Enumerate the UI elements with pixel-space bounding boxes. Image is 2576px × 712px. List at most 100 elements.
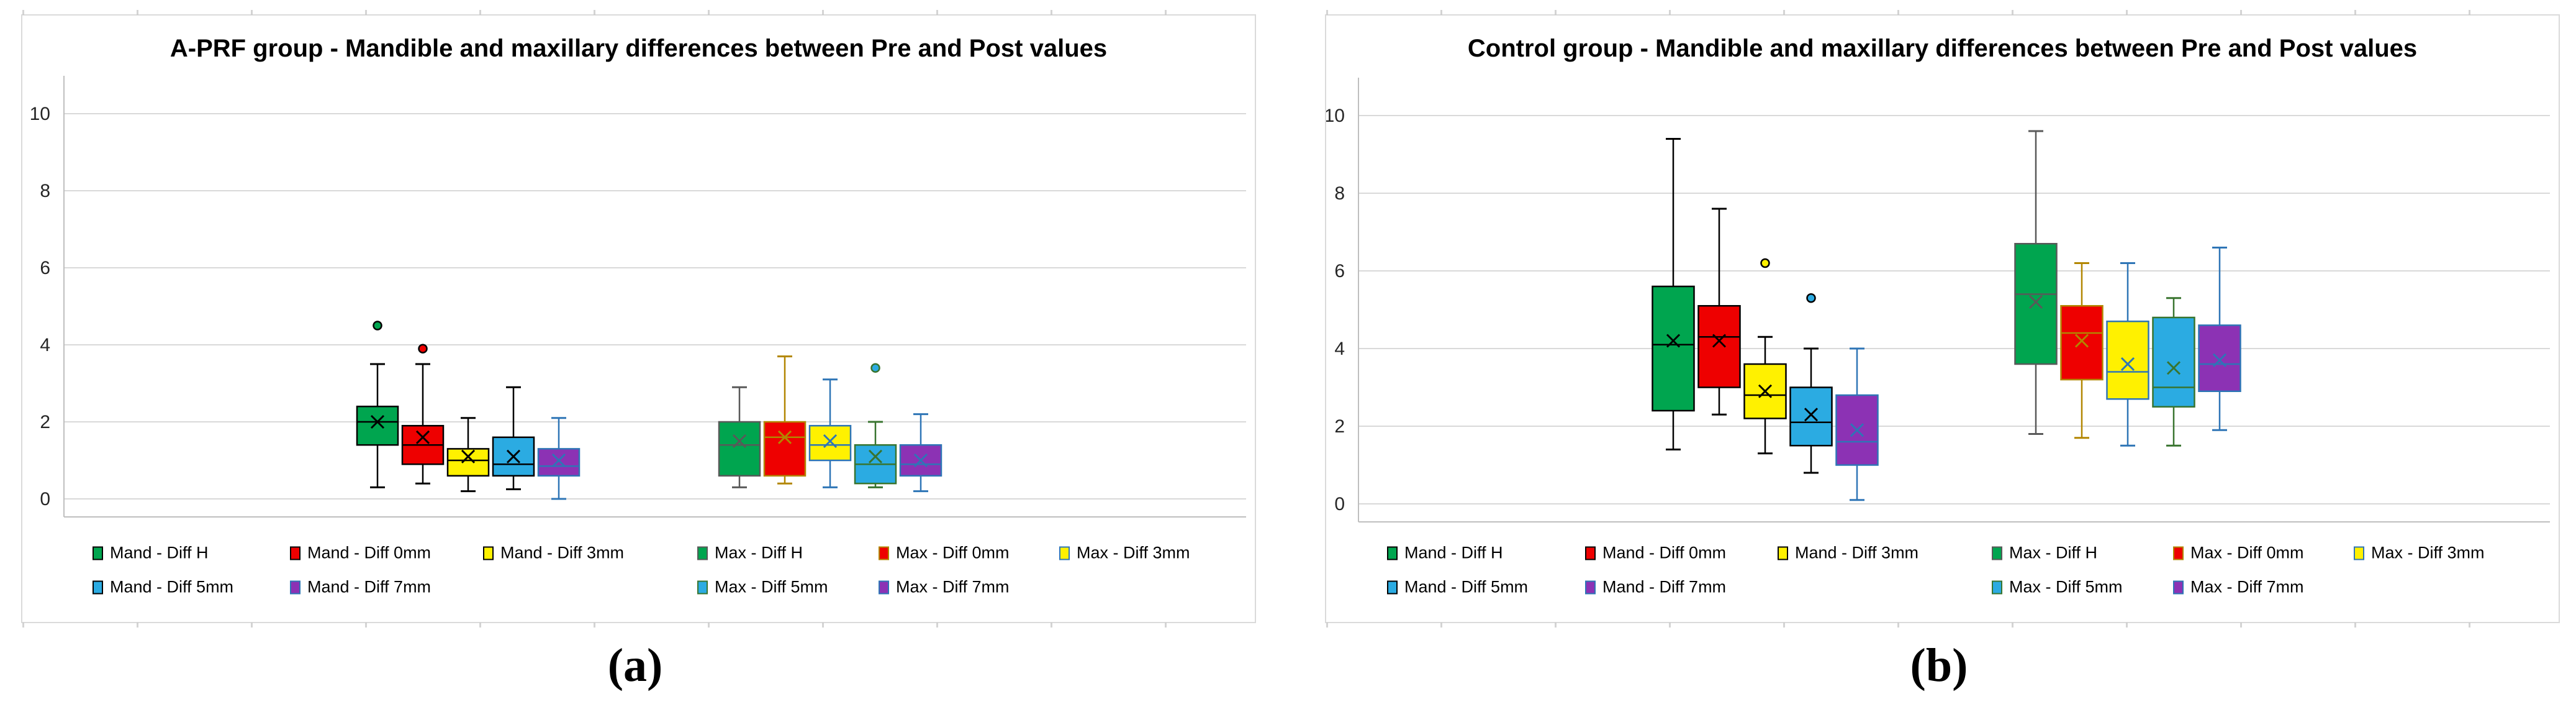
mean-x-marker: [551, 453, 566, 468]
mean-x-marker: [913, 453, 928, 468]
legend-swatch-icon: [2173, 580, 2184, 594]
legend-item: Max - Diff 7mm: [2173, 578, 2304, 597]
chart-title-a: A-PRF group - Mandible and maxillary dif…: [169, 35, 1108, 62]
outlier-dot: [870, 363, 880, 373]
y-axis-tick-label: 0: [40, 489, 50, 509]
box-Mand - Diff H: [356, 405, 399, 446]
legend-swatch-icon: [1992, 546, 2002, 560]
box-Max - Diff 3mm: [808, 424, 852, 462]
mean-x-marker: [461, 449, 476, 463]
legend-label: Mand - Diff H: [1404, 543, 1503, 562]
y-axis-tick-label: 10: [30, 104, 50, 124]
legend-label: Max - Diff H: [2009, 543, 2098, 562]
legend-swatch-icon: [483, 546, 494, 560]
legend-swatch-icon: [1387, 546, 1398, 560]
legend-label: Max - Diff 7mm: [2190, 577, 2304, 596]
mean-x-marker: [1712, 334, 1727, 348]
legend-swatch-icon: [290, 546, 301, 560]
legend-item: Mand - Diff 5mm: [1387, 578, 1528, 597]
legend-label: Max - Diff 0mm: [2190, 543, 2304, 562]
legend-label: Max - Diff 3mm: [1077, 543, 1190, 562]
legend-label: Mand - Diff 0mm: [1602, 543, 1727, 562]
legend-item: Max - Diff 5mm: [1992, 578, 2123, 597]
legend-swatch-icon: [879, 580, 889, 594]
box-Max - Diff 0mm: [2060, 305, 2104, 381]
mean-x-marker: [1804, 408, 1819, 422]
box-Max - Diff 7mm: [899, 444, 942, 477]
mean-x-marker: [2166, 361, 2181, 375]
legend-swatch-icon: [879, 546, 889, 560]
y-axis-tick-label: 8: [40, 181, 50, 201]
legend-item: Max - Diff 0mm: [2173, 544, 2304, 563]
box-Mand - Diff 5mm: [1789, 386, 1833, 447]
y-axis-tick-label: 2: [1334, 416, 1345, 437]
mean-x-marker: [1758, 384, 1773, 398]
box-Mand - Diff H: [1652, 285, 1695, 412]
legend-label: Max - Diff H: [715, 543, 803, 562]
y-axis-tick-label: 6: [1334, 261, 1345, 281]
legend-label: Mand - Diff 7mm: [1602, 577, 1727, 596]
legend-swatch-icon: [93, 580, 103, 594]
mean-x-marker: [2028, 294, 2043, 309]
legend-item: Max - Diff 0mm: [879, 544, 1010, 563]
legend-item: Mand - Diff 0mm: [1585, 544, 1726, 563]
y-axis-tick-label: 2: [40, 412, 50, 432]
legend-label: Max - Diff 0mm: [896, 543, 1010, 562]
legend-item: Mand - Diff 3mm: [1778, 544, 1918, 563]
outlier-dot: [1760, 258, 1770, 268]
mean-x-marker: [370, 414, 385, 429]
legend-swatch-icon: [290, 580, 301, 594]
chart-panel-a: A-PRF group - Mandible and maxillary dif…: [21, 10, 1256, 628]
legend-item: Mand - Diff 0mm: [290, 544, 431, 563]
legend-item: Max - Diff H: [1992, 544, 2097, 563]
outlier-dot: [418, 344, 428, 354]
box-Max - Diff 7mm: [2198, 324, 2241, 392]
legend-label: Mand - Diff H: [110, 543, 209, 562]
box-Max - Diff H: [2014, 243, 2058, 365]
mean-x-marker: [2074, 334, 2089, 348]
boxplot-canvas-b: 10 8 6 4 2 0: [1326, 78, 2550, 523]
legend-item: Mand - Diff H: [1387, 544, 1503, 563]
mean-x-marker: [2212, 353, 2227, 367]
legend-item: Mand - Diff 7mm: [1585, 578, 1726, 597]
legend-swatch-icon: [1992, 580, 2002, 594]
box-Max - Diff 0mm: [763, 421, 807, 477]
legend-label: Mand - Diff 0mm: [307, 543, 432, 562]
legend-swatch-icon: [2354, 546, 2364, 560]
box-Max - Diff H: [718, 421, 761, 477]
legend-label: Max - Diff 5mm: [2009, 577, 2123, 596]
mean-x-marker: [868, 449, 883, 463]
legend-label: Max - Diff 7mm: [896, 577, 1010, 596]
mean-x-marker: [732, 434, 747, 449]
y-axis-tick-label: 6: [40, 258, 50, 278]
legend-item: Mand - Diff 3mm: [483, 544, 624, 563]
legend-swatch-icon: [1585, 546, 1596, 560]
y-axis-tick-label: 4: [40, 335, 50, 355]
legend-swatch-icon: [697, 546, 708, 560]
chart-title-b: Control group - Mandible and maxillary d…: [1467, 35, 2418, 62]
y-axis-tick-label: 0: [1334, 494, 1345, 514]
legend-label: Mand - Diff 5mm: [1404, 577, 1529, 596]
legend-swatch-icon: [1059, 546, 1070, 560]
box-Max - Diff 3mm: [2106, 321, 2149, 400]
legend-swatch-icon: [1778, 546, 1788, 560]
legend-label: Mand - Diff 5mm: [110, 577, 234, 596]
y-axis-tick-label: 8: [1334, 183, 1345, 204]
mean-x-marker: [1850, 423, 1864, 437]
mean-x-marker: [415, 430, 430, 444]
legend-item: Max - Diff H: [697, 544, 803, 563]
legend-swatch-icon: [2173, 546, 2184, 560]
mean-x-marker: [823, 434, 838, 449]
outlier-dot: [373, 321, 382, 331]
y-axis-tick-label: 4: [1334, 339, 1345, 359]
legend-item: Mand - Diff 7mm: [290, 578, 431, 597]
box-Mand - Diff 7mm: [537, 448, 581, 477]
outlier-dot: [1806, 293, 1816, 303]
boxplot-canvas-a: 10 8 6 4 2 0: [30, 76, 1246, 518]
y-axis-tick-label: 10: [1326, 106, 1345, 126]
legend-item: Max - Diff 3mm: [1059, 544, 1190, 563]
legend-label: Mand - Diff 3mm: [1795, 543, 1919, 562]
legend-label: Mand - Diff 7mm: [307, 577, 432, 596]
mean-x-marker: [777, 430, 792, 444]
